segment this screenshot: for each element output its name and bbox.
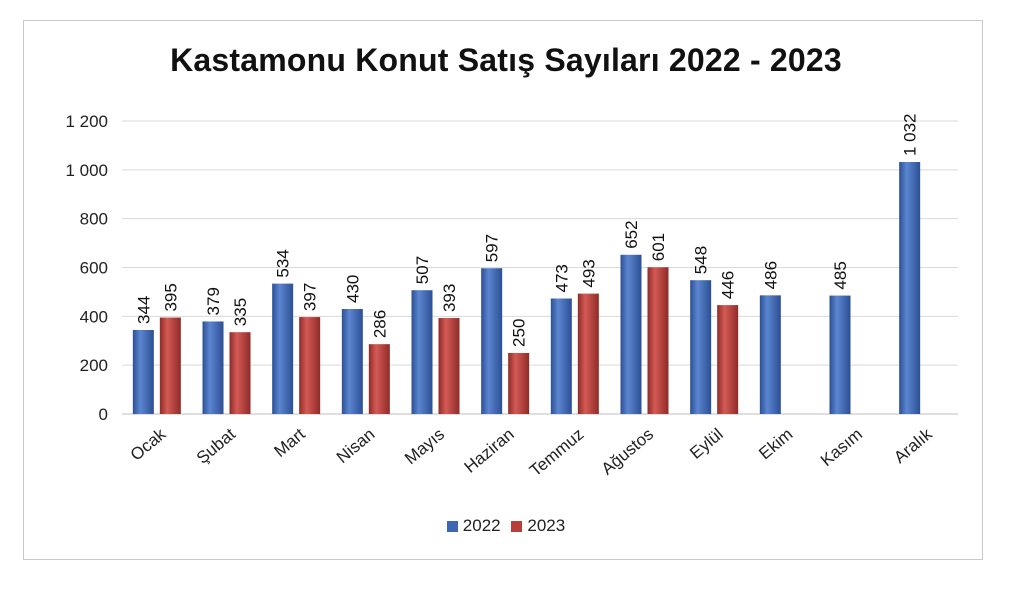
data-label-2022: 507 bbox=[413, 256, 432, 284]
x-tick-label: Ocak bbox=[127, 424, 170, 464]
bar-2022 bbox=[481, 268, 503, 414]
x-tick-label: Şubat bbox=[193, 424, 239, 467]
bar-2022 bbox=[690, 280, 712, 414]
data-label-2023: 601 bbox=[649, 233, 668, 261]
x-tick-label: Kasım bbox=[817, 425, 866, 471]
bar-2023 bbox=[438, 318, 460, 414]
bar-2022 bbox=[829, 295, 851, 414]
chart-legend: 2022 2023 bbox=[0, 516, 1012, 537]
data-label-2022: 548 bbox=[692, 246, 711, 274]
x-tick-label: Temmuz bbox=[526, 425, 587, 481]
x-tick-label: Haziran bbox=[461, 425, 518, 477]
data-label-2023: 397 bbox=[301, 283, 320, 311]
chart-frame bbox=[23, 20, 983, 560]
bar-2022 bbox=[132, 330, 154, 414]
x-tick-label: Eylül bbox=[686, 425, 726, 463]
bar-2022 bbox=[620, 254, 642, 414]
legend-swatch-2023 bbox=[511, 520, 523, 532]
bar-2022 bbox=[202, 321, 224, 414]
data-label-2022: 1 032 bbox=[901, 113, 920, 156]
x-tick-label: Mayıs bbox=[401, 425, 448, 469]
data-label-2022: 597 bbox=[483, 234, 502, 262]
data-label-2023: 393 bbox=[440, 284, 459, 312]
bar-2022 bbox=[550, 298, 572, 414]
x-tick-label: Mart bbox=[270, 424, 308, 461]
y-tick-label: 600 bbox=[80, 259, 108, 278]
y-tick-label: 800 bbox=[80, 210, 108, 229]
bar-2023 bbox=[647, 267, 669, 414]
bar-2023 bbox=[508, 352, 530, 414]
legend-label-2022: 2022 bbox=[462, 516, 501, 535]
data-label-2022: 379 bbox=[204, 287, 223, 315]
data-label-2022: 534 bbox=[274, 249, 293, 277]
chart-title: Kastamonu Konut Satış Sayıları 2022 - 20… bbox=[170, 42, 842, 78]
legend-label-2023: 2023 bbox=[527, 516, 566, 535]
bar-2022 bbox=[272, 283, 294, 414]
data-label-2023: 250 bbox=[510, 319, 529, 347]
legend-item-2023: 2023 bbox=[511, 516, 565, 536]
y-tick-label: 0 bbox=[99, 405, 108, 424]
data-label-2023: 286 bbox=[370, 310, 389, 338]
x-tick-label: Aralık bbox=[890, 424, 936, 467]
x-tick-label: Ağustos bbox=[598, 425, 657, 479]
bar-2022 bbox=[411, 290, 433, 414]
data-label-2022: 485 bbox=[831, 261, 850, 289]
data-label-2022: 473 bbox=[552, 264, 571, 292]
data-label-2023: 395 bbox=[161, 283, 180, 311]
bar-2023 bbox=[299, 317, 321, 414]
x-tick-label: Nisan bbox=[333, 425, 379, 467]
legend-swatch-2022 bbox=[446, 520, 458, 532]
bar-2023 bbox=[229, 332, 251, 414]
bar-2022 bbox=[759, 295, 781, 414]
data-label-2022: 486 bbox=[761, 261, 780, 289]
data-label-2023: 446 bbox=[719, 271, 738, 299]
legend-item-2022: 2022 bbox=[446, 516, 501, 536]
bar-2022 bbox=[899, 162, 921, 414]
y-tick-label: 200 bbox=[80, 356, 108, 375]
bar-2023 bbox=[368, 344, 390, 414]
y-tick-label: 1 200 bbox=[65, 112, 108, 131]
data-label-2023: 335 bbox=[231, 298, 250, 326]
bar-2023 bbox=[159, 317, 181, 414]
x-tick-label: Ekim bbox=[755, 425, 796, 464]
data-label-2022: 430 bbox=[343, 275, 362, 303]
bar-2023 bbox=[577, 293, 599, 414]
data-label-2022: 344 bbox=[134, 296, 153, 324]
bar-2022 bbox=[341, 309, 363, 414]
bar-2023 bbox=[717, 305, 739, 414]
data-label-2023: 493 bbox=[579, 259, 598, 287]
y-tick-label: 1 000 bbox=[65, 161, 108, 180]
y-tick-label: 400 bbox=[80, 307, 108, 326]
data-label-2022: 652 bbox=[622, 220, 641, 248]
